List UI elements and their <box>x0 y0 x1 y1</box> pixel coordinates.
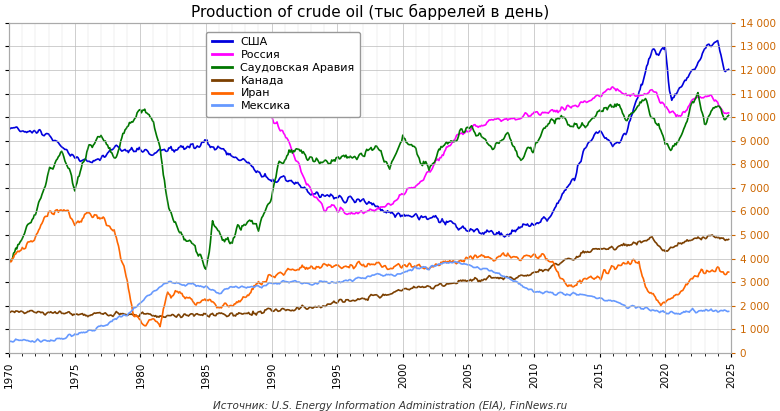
Иран <box>335 264 344 269</box>
Line: Канада: Канада <box>9 235 729 317</box>
США <box>724 67 733 72</box>
Саудовская Аравия <box>544 121 553 126</box>
Мексика <box>21 337 30 342</box>
Саудовская Аравия <box>201 267 211 272</box>
Мексика <box>5 339 14 344</box>
Саудовская Аравия <box>724 113 733 118</box>
Иран <box>225 303 235 308</box>
Канада <box>707 233 717 238</box>
США <box>200 137 210 142</box>
Россия <box>230 80 239 85</box>
Саудовская Аравия <box>225 239 234 244</box>
Россия <box>724 111 733 115</box>
Канада <box>5 309 14 314</box>
Саудовская Аравия <box>5 258 14 263</box>
США <box>332 195 342 200</box>
Иран <box>52 207 62 212</box>
Line: Россия: Россия <box>232 82 729 215</box>
Иран <box>544 259 554 264</box>
Title: Production of crude oil (тыс баррелей в день): Production of crude oil (тыс баррелей в … <box>191 4 549 20</box>
США <box>5 125 14 130</box>
Line: Саудовская Аравия: Саудовская Аравия <box>9 92 729 269</box>
Саудовская Аравия <box>175 230 184 235</box>
Мексика <box>225 286 234 291</box>
Мексика <box>334 280 343 285</box>
Line: Мексика: Мексика <box>9 261 729 342</box>
Россия <box>444 143 453 148</box>
Мексика <box>30 339 39 344</box>
Мексика <box>451 259 460 264</box>
Саудовская Аравия <box>21 228 30 233</box>
Канада <box>176 315 186 320</box>
Канада <box>724 237 733 242</box>
Канада <box>175 313 184 318</box>
Россия <box>636 93 646 98</box>
Иран <box>21 246 30 251</box>
Россия <box>243 89 252 94</box>
Мексика <box>724 309 733 314</box>
США <box>175 145 184 150</box>
Иран <box>202 298 211 302</box>
Иран <box>5 261 14 266</box>
Россия <box>342 212 352 217</box>
США <box>223 151 232 156</box>
Саудовская Аравия <box>334 155 343 159</box>
Мексика <box>544 290 554 295</box>
Мексика <box>201 284 211 289</box>
США <box>544 217 553 222</box>
Россия <box>228 81 237 86</box>
Канада <box>225 313 234 318</box>
Text: Источник: U.S. Energy Information Administration (EIA), FinNews.ru: Источник: U.S. Energy Information Admini… <box>213 401 567 411</box>
Иран <box>724 270 733 275</box>
Канада <box>544 268 553 273</box>
Иран <box>155 324 165 329</box>
Россия <box>546 108 555 113</box>
Канада <box>334 299 343 304</box>
Канада <box>21 310 30 315</box>
Иран <box>177 291 186 296</box>
Саудовская Аравия <box>693 90 703 95</box>
США <box>713 38 722 43</box>
Канада <box>201 311 211 316</box>
США <box>21 129 30 134</box>
Line: США: США <box>9 41 729 237</box>
Legend: США, Россия, Саудовская Аравия, Канада, Иран, Мексика: США, Россия, Саудовская Аравия, Канада, … <box>206 32 360 117</box>
Россия <box>712 99 722 104</box>
Саудовская Аравия <box>200 266 210 271</box>
США <box>500 234 509 239</box>
Line: Иран: Иран <box>9 210 729 327</box>
Мексика <box>176 282 186 287</box>
Россия <box>710 99 719 104</box>
